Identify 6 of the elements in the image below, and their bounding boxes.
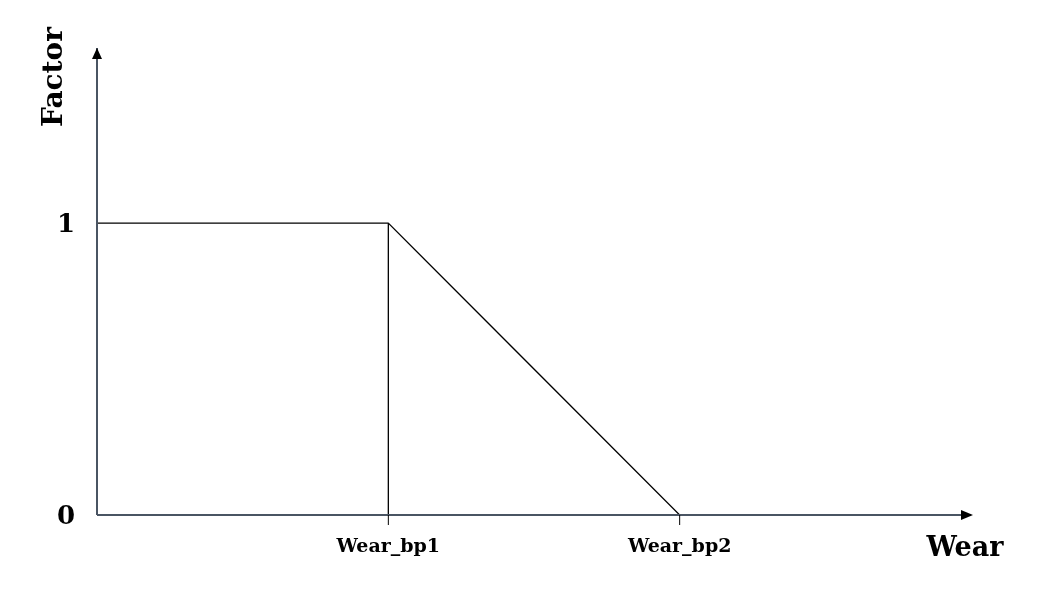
y-tick-label: 1 bbox=[56, 208, 75, 239]
y-axis-title: Factor bbox=[36, 25, 69, 127]
x-tick-label: Wear_bp2 bbox=[626, 534, 732, 557]
x-tick-label: Wear_bp1 bbox=[335, 534, 441, 557]
x-axis-title: Wear bbox=[925, 531, 1005, 562]
y-tick-label: 0 bbox=[56, 500, 75, 531]
